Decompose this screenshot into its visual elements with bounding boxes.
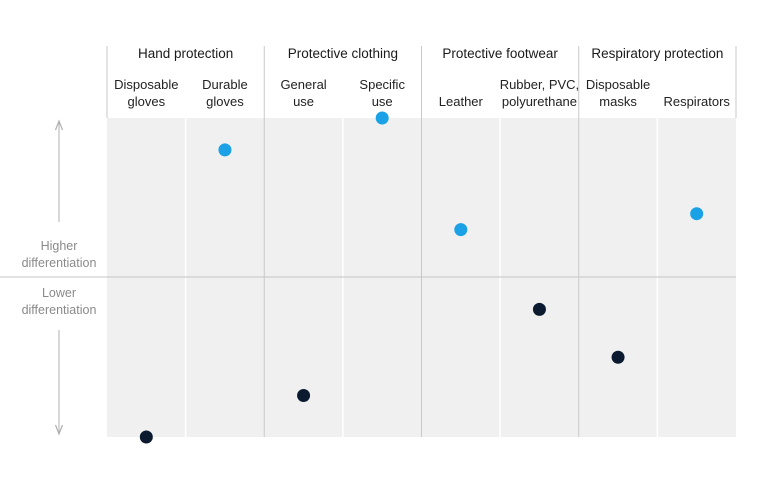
lower-differentiation-label: Lower xyxy=(42,286,76,300)
category-label: Specific xyxy=(359,77,405,92)
category-label: General xyxy=(280,77,326,92)
down-arrowhead-icon xyxy=(54,424,64,436)
category-label: Leather xyxy=(439,94,484,109)
category-label: Durable xyxy=(202,77,248,92)
category-label: Rubber, PVC, xyxy=(500,77,580,92)
category-headers: Hand protection Protective clothing Protec… xyxy=(114,46,730,109)
data-point-disposable-masks xyxy=(611,350,625,364)
group-title: Protective clothing xyxy=(288,46,398,61)
data-point-respirators xyxy=(690,207,704,221)
category-label: Respirators xyxy=(663,94,730,109)
group-title: Respiratory protection xyxy=(591,46,723,61)
category-label: polyurethane xyxy=(502,94,577,109)
group-title: Hand protection xyxy=(138,46,233,61)
category-label: use xyxy=(293,94,314,109)
category-label: gloves xyxy=(128,94,166,109)
category-label: Disposable xyxy=(114,77,178,92)
category-label: gloves xyxy=(206,94,244,109)
higher-differentiation-label: differentiation xyxy=(22,256,97,270)
y-axis: Higher differentiation Lower differentiatio… xyxy=(22,119,97,436)
data-point-leather xyxy=(454,223,468,237)
group-title: Protective footwear xyxy=(442,46,558,61)
data-point-specific-use xyxy=(375,111,389,125)
category-label: masks xyxy=(599,94,637,109)
higher-differentiation-label: Higher xyxy=(41,239,78,253)
lower-differentiation-label: differentiation xyxy=(22,303,97,317)
category-label: Disposable xyxy=(586,77,650,92)
category-label: use xyxy=(372,94,393,109)
data-point-durable-gloves xyxy=(218,143,232,157)
data-point-rubber-pvc-polyurethane xyxy=(532,302,546,316)
data-points xyxy=(139,111,704,444)
up-arrowhead-icon xyxy=(54,119,64,131)
data-point-disposable-gloves xyxy=(139,430,153,444)
data-point-general-use xyxy=(297,389,311,403)
